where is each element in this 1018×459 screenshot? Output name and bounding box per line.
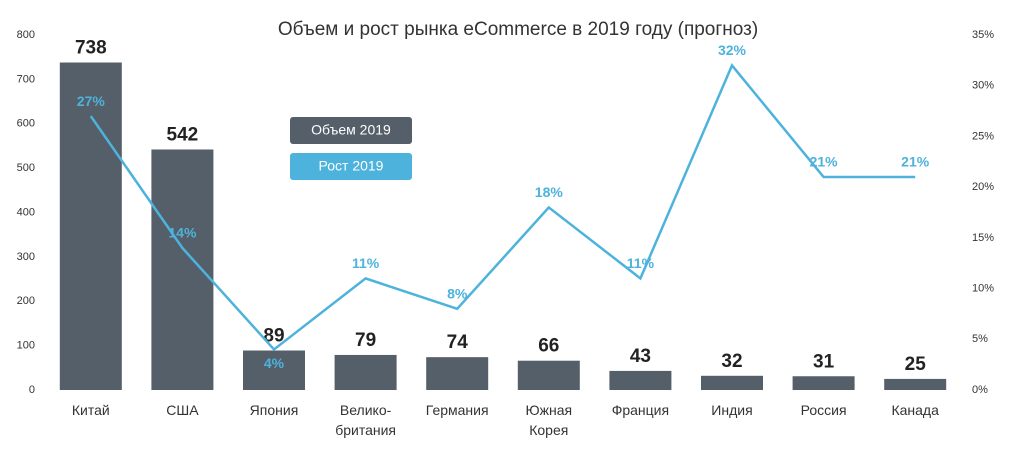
x-tick-label: Япония (249, 402, 299, 418)
x-tick-label: Индия (711, 402, 753, 418)
growth-label: 27% (77, 93, 106, 109)
y2-tick-label: 35% (972, 29, 994, 41)
legend-swatch (290, 153, 412, 180)
y2-tick-label: 20% (972, 181, 994, 193)
legend-label: Объем 2019 (311, 122, 391, 138)
growth-label: 32% (718, 42, 747, 58)
x-tick-label: Германия (425, 402, 489, 418)
y-tick-label: 300 (17, 251, 35, 263)
bar (609, 370, 672, 390)
chart-title: Объем и рост рынка eCommerce в 2019 году… (278, 19, 758, 40)
bar (426, 357, 489, 390)
y2-tick-label: 10% (972, 282, 994, 294)
y-tick-label: 700 (17, 73, 35, 85)
x-tick-label: США (166, 402, 199, 418)
growth-label: 14% (168, 225, 197, 241)
y2-tick-label: 25% (972, 130, 994, 142)
bar-value-label: 43 (630, 346, 651, 367)
growth-label: 11% (627, 255, 655, 271)
growth-label: 21% (901, 154, 930, 170)
bar-value-label: 31 (813, 351, 835, 372)
bar (151, 149, 214, 390)
y-tick-label: 600 (17, 118, 35, 130)
bar-value-label: 89 (263, 326, 284, 347)
y-tick-label: 0 (29, 384, 35, 396)
y2-tick-label: 0% (972, 384, 988, 396)
y-tick-label: 200 (17, 295, 35, 307)
y2-tick-label: 30% (972, 80, 994, 92)
y-tick-label: 800 (17, 29, 35, 41)
x-tick-label: Велико- британия (335, 402, 396, 438)
x-tick-label: Россия (800, 402, 847, 418)
x-tick-label: Канада (891, 402, 939, 418)
bar (792, 376, 855, 390)
bar-value-label: 25 (905, 354, 927, 375)
bar (334, 354, 397, 390)
bar (884, 378, 947, 390)
bar (59, 62, 122, 390)
y-tick-label: 100 (17, 340, 35, 352)
x-tick-label: Китай (71, 402, 110, 418)
bar (243, 350, 305, 390)
bar-value-label: 738 (75, 38, 107, 59)
y2-tick-label: 15% (972, 232, 994, 244)
legend-label: Рост 2019 (319, 158, 384, 174)
legend-swatch (290, 117, 412, 144)
growth-label: 18% (535, 184, 564, 200)
growth-label: 8% (447, 286, 468, 302)
x-tick-label: Южная Корея (525, 402, 573, 438)
y2-tick-label: 5% (972, 333, 988, 345)
growth-label: 21% (810, 154, 839, 170)
growth-label: 11% (352, 255, 380, 271)
bar (517, 360, 580, 390)
y-tick-label: 400 (17, 206, 35, 218)
growth-label: 4% (264, 355, 285, 371)
bar (701, 375, 763, 390)
bar-value-label: 32 (721, 351, 742, 372)
y-tick-label: 500 (17, 162, 35, 174)
growth-line (89, 63, 916, 352)
x-tick-label: Франция (611, 402, 670, 418)
bar-value-label: 542 (167, 125, 199, 146)
bar-value-label: 79 (355, 330, 376, 351)
bar-value-label: 66 (538, 336, 559, 357)
bar-value-label: 74 (447, 332, 469, 353)
